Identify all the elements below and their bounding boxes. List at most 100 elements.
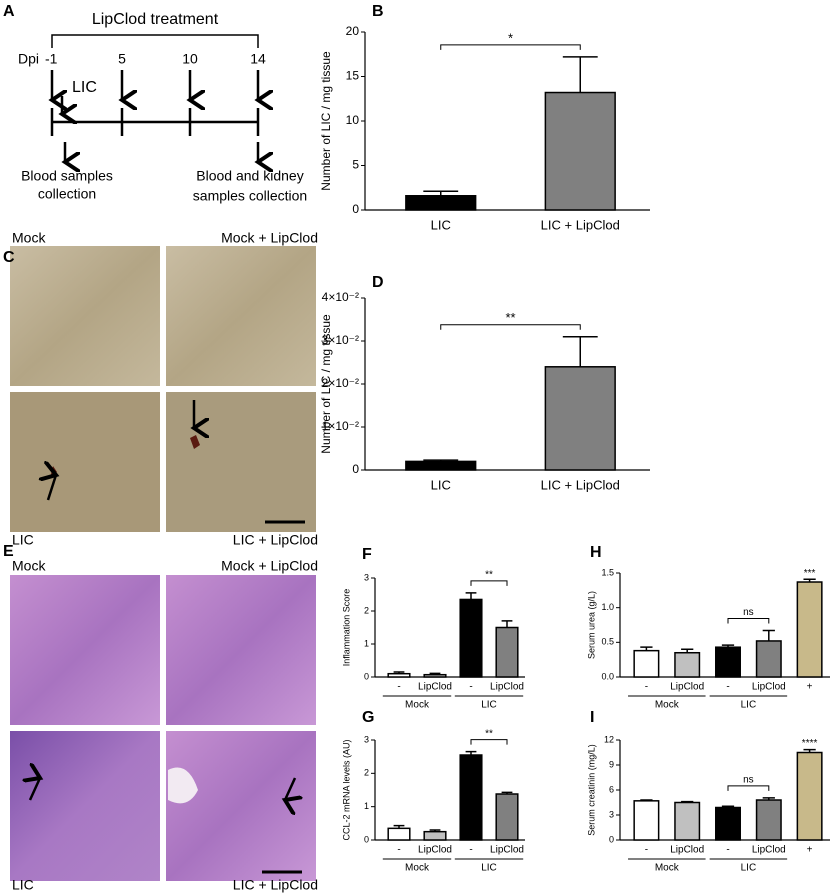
bar — [387, 672, 411, 678]
y-tick-label: 0 — [364, 834, 369, 844]
group-label: LIC — [481, 700, 497, 711]
error-bar — [423, 190, 459, 196]
y-tick-label: 9 — [609, 759, 614, 769]
significance-label: ** — [485, 728, 493, 739]
x-tick-label: - — [469, 682, 472, 693]
micrograph-panel — [10, 575, 316, 881]
bar — [755, 640, 782, 678]
x-tick-label: LipClod — [752, 845, 786, 856]
bar — [674, 651, 701, 678]
group-label: Mock — [655, 863, 680, 874]
x-tick-label: - — [469, 845, 472, 856]
panel-letter: F — [362, 546, 372, 563]
micrograph — [166, 575, 316, 725]
error-bar — [465, 750, 477, 755]
group-label: Mock — [405, 700, 430, 711]
y-tick-label: 4×10⁻² — [322, 290, 359, 304]
error-bar — [562, 56, 598, 93]
panel-letter: A — [3, 3, 15, 20]
error-bar — [721, 805, 735, 808]
micrograph — [166, 246, 316, 386]
y-axis-label: Number of LIC / mg tissue — [319, 51, 333, 191]
bracket — [440, 324, 581, 330]
error-bar — [803, 578, 816, 583]
error-bar — [762, 797, 775, 800]
panel-letter: B — [372, 3, 384, 20]
micrograph-panel — [10, 246, 316, 532]
error-bar — [721, 644, 735, 648]
bar — [544, 366, 616, 471]
error-bar — [429, 829, 441, 832]
significance-label: *** — [804, 568, 816, 579]
micrograph — [10, 731, 160, 881]
bracket — [440, 44, 581, 50]
lic-label: LIC — [72, 79, 97, 96]
x-tick-label: LIC + LipClod — [541, 477, 620, 492]
y-axis-label: CCL-2 mRNA levels (AU) — [341, 739, 351, 840]
panel-letter: I — [590, 709, 594, 726]
x-tick-label: - — [645, 682, 648, 693]
y-tick-label: 0.0 — [601, 671, 614, 681]
x-tick-label: - — [397, 845, 400, 856]
significance-label: ** — [505, 310, 515, 325]
y-tick-label: 5 — [352, 158, 359, 172]
bar — [387, 827, 411, 841]
x-tick-label: - — [645, 845, 648, 856]
group-label: LIC — [741, 863, 757, 874]
y-tick-label: 0 — [352, 202, 359, 216]
micrograph-label: LIC + LipClod — [233, 877, 318, 893]
panel-letter: C — [3, 249, 15, 266]
x-tick-label: LipClod — [490, 682, 524, 693]
significance-label: **** — [802, 738, 818, 749]
bar — [796, 751, 823, 841]
y-tick-label: 6 — [609, 784, 614, 794]
y-axis-label: Number of LIC / mg tissue — [319, 314, 333, 454]
micrograph — [166, 392, 316, 532]
bar — [544, 91, 616, 211]
y-tick-label: 1.5 — [601, 567, 614, 577]
bar — [715, 806, 741, 841]
x-tick-label: LIC + LipClod — [541, 217, 620, 232]
y-tick-label: 2 — [364, 768, 369, 778]
group-label: LIC — [741, 700, 757, 711]
x-tick-label: LipClod — [418, 845, 452, 856]
day-label: -1 — [45, 51, 58, 67]
bar — [495, 626, 519, 678]
bracket — [727, 618, 770, 624]
micrograph-label: LIC — [12, 877, 34, 893]
bar — [459, 598, 483, 678]
x-tick-label: - — [726, 682, 729, 693]
micrograph — [10, 392, 160, 532]
y-tick-label: 10 — [346, 113, 360, 127]
error-bar — [429, 672, 441, 675]
error-bar — [501, 791, 513, 794]
day-label: 10 — [182, 51, 198, 67]
micrograph-label: LIC — [12, 532, 34, 548]
y-tick-label: 1 — [364, 801, 369, 811]
x-tick-label: LIC — [431, 217, 451, 232]
y-tick-label: 3×10⁻² — [322, 333, 359, 347]
y-tick-label: 3 — [364, 572, 369, 582]
micrograph-label: Mock — [12, 230, 46, 246]
bar — [423, 673, 447, 678]
micrograph-label: Mock + LipClod — [221, 230, 318, 246]
caption: Blood samples — [21, 168, 113, 184]
y-axis-label: Inflammation Score — [341, 589, 351, 667]
y-tick-label: 0 — [364, 671, 369, 681]
x-tick-label: LipClod — [670, 845, 704, 856]
caption: samples collection — [193, 188, 307, 204]
significance-label: ** — [485, 569, 493, 580]
significance-label: ns — [743, 775, 754, 786]
bar — [405, 460, 477, 471]
panel-letter: E — [3, 543, 14, 560]
error-bar — [465, 592, 477, 600]
error-bar — [640, 646, 653, 651]
error-bar — [501, 620, 513, 628]
micrograph — [166, 731, 316, 881]
y-tick-label: 2 — [364, 605, 369, 615]
micrograph — [10, 575, 160, 725]
y-tick-label: 15 — [346, 69, 360, 83]
group-label: LIC — [481, 863, 497, 874]
day-label: 14 — [250, 51, 266, 67]
